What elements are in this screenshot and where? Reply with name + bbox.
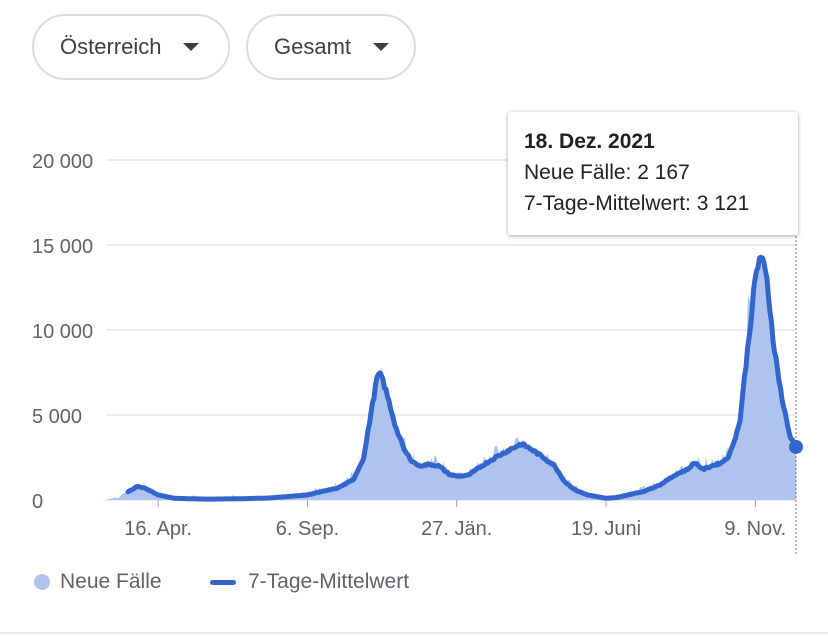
new-cases-legend-dot-icon	[34, 574, 50, 590]
new-cases-area	[106, 255, 796, 500]
caret-down-icon	[373, 43, 390, 51]
caret-down-icon	[183, 43, 200, 51]
x-tick-label: 9. Nov.	[724, 518, 786, 540]
y-tick-label: 5 000	[32, 406, 82, 428]
bottom-divider	[0, 632, 828, 634]
y-axis-ticks: 0 5 000 10 000 15 000 20 000	[32, 151, 93, 513]
legend-average[interactable]: 7-Tage-Mittelwert	[210, 570, 409, 594]
region-dropdown[interactable]: Österreich	[32, 14, 230, 80]
average-legend-line-icon	[210, 579, 236, 585]
x-tick-label: 27. Jän.	[421, 518, 492, 540]
legend-new-cases[interactable]: Neue Fälle	[34, 570, 162, 594]
x-tick-label: 6. Sep.	[276, 518, 339, 540]
tooltip-average: 7-Tage-Mittelwert: 3 121	[524, 192, 750, 215]
legend-label-new-cases: Neue Fälle	[60, 570, 162, 593]
tooltip-date: 18. Dez. 2021	[524, 130, 655, 153]
tooltip-new-cases: Neue Fälle: 2 167	[524, 161, 690, 184]
x-tick-label: 16. Apr.	[124, 518, 192, 540]
y-tick-label: 15 000	[32, 236, 93, 258]
y-tick-label: 10 000	[32, 321, 93, 343]
mode-dropdown[interactable]: Gesamt	[246, 14, 416, 80]
region-dropdown-label: Österreich	[60, 34, 162, 59]
x-axis-ticks: 16. Apr. 6. Sep. 27. Jän. 19. Juni 9. Nov.	[124, 500, 786, 540]
seven-day-average-line	[125, 254, 798, 502]
chart-tooltip: 18. Dez. 2021 Neue Fälle: 2 167 7-Tage-M…	[508, 112, 798, 235]
hover-point	[789, 439, 803, 454]
y-tick-label: 20 000	[32, 151, 93, 173]
legend-label-average: 7-Tage-Mittelwert	[248, 570, 410, 593]
x-tick-label: 19. Juni	[571, 518, 641, 540]
mode-dropdown-label: Gesamt	[274, 34, 352, 59]
y-tick-label: 0	[32, 491, 43, 513]
